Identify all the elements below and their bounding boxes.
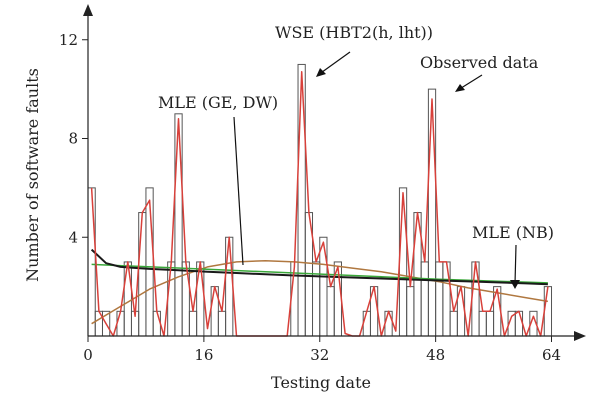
observed-bar	[138, 212, 147, 337]
observed-bar	[174, 113, 183, 337]
observed-bar	[87, 187, 96, 337]
observed-bar	[326, 286, 335, 337]
observed-bar	[384, 310, 393, 337]
observed-bar	[319, 236, 328, 337]
observed-bar	[493, 286, 502, 337]
x-tick-label: 48	[426, 346, 445, 364]
observed-bar	[449, 310, 458, 337]
observed-bar	[435, 261, 444, 337]
observed-bar	[478, 310, 487, 337]
observed-bar	[406, 286, 415, 337]
pointer-mle-nb	[514, 244, 517, 285]
series-line	[90, 71, 549, 337]
observed-bar	[297, 63, 306, 337]
observed-bar	[362, 310, 371, 337]
observed-bar	[420, 261, 429, 337]
observed-bar	[116, 310, 125, 337]
pointer-mle-ge-dw	[233, 116, 244, 266]
y-tick-label: 8	[68, 130, 78, 148]
x-tick-label: 0	[83, 346, 93, 364]
observed-bar	[123, 261, 132, 337]
pointer-mle-nb-head	[510, 280, 520, 289]
annotation-mle-ge-dw: MLE (GE, DW)	[158, 93, 278, 112]
x-tick-label: 32	[310, 346, 329, 364]
observed-bar	[442, 261, 451, 337]
observed-bar	[217, 310, 227, 337]
y-axis-title: Number of software faults	[23, 68, 42, 282]
observed-bar	[188, 310, 198, 337]
pointer-wse-head	[316, 68, 326, 77]
annotation-observed: Observed data	[420, 53, 539, 72]
x-axis-title: Testing date	[271, 373, 371, 392]
series-lines	[90, 71, 549, 337]
observed-bar	[196, 261, 205, 337]
pointer-wse	[317, 51, 351, 76]
x-tick-label: 16	[194, 346, 213, 364]
x-axis-arrow	[574, 331, 586, 341]
y-tick-label: 4	[68, 228, 78, 246]
series-line	[91, 263, 548, 284]
observed-bar	[485, 310, 495, 337]
annotation-mle-nb: MLE (NB)	[472, 223, 554, 242]
observed-bar	[543, 286, 553, 337]
pointer-observed-head	[455, 84, 465, 92]
annotation-pointers	[233, 51, 520, 289]
y-axis-arrow	[83, 4, 93, 16]
observed-bar	[427, 88, 437, 337]
observed-bar	[225, 236, 234, 337]
x-tick-label: 64	[542, 346, 561, 364]
observed-bar	[398, 187, 408, 337]
observed-bar	[514, 310, 524, 337]
observed-bar	[167, 261, 176, 337]
observed-bar	[312, 261, 321, 337]
annotation-wse: WSE (HBT2(h, lht))	[275, 23, 433, 42]
observed-bar	[152, 310, 161, 337]
y-tick-label: 12	[59, 31, 78, 49]
observed-bar	[471, 261, 480, 337]
axes	[83, 4, 586, 341]
